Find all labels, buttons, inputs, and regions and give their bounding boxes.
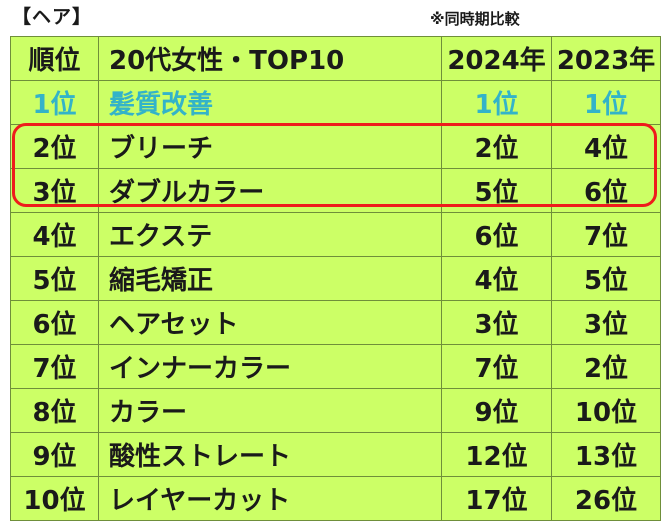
- rank-2023-cell: 1位: [551, 80, 661, 125]
- rank-cell: 4位: [10, 212, 99, 257]
- rank-2024-cell: 3位: [441, 300, 552, 345]
- header-2023: 2023年: [551, 36, 661, 81]
- table-row: 5位 縮毛矯正 4位 5位: [10, 256, 661, 301]
- rank-2023-cell: 10位: [551, 388, 661, 433]
- rank-2023-cell: 13位: [551, 432, 661, 477]
- rank-2023-cell: 7位: [551, 212, 661, 257]
- table-row: 4位 エクステ 6位 7位: [10, 212, 661, 257]
- table-row: 6位 ヘアセット 3位 3位: [10, 300, 661, 345]
- rank-cell: 3位: [10, 168, 99, 213]
- comparison-note: ※同時期比較: [430, 10, 520, 28]
- table-row: 7位 インナーカラー 7位 2位: [10, 344, 661, 389]
- rank-2023-cell: 4位: [551, 124, 661, 169]
- rank-cell: 5位: [10, 256, 99, 301]
- item-cell: ブリーチ: [98, 124, 442, 169]
- item-cell: エクステ: [98, 212, 442, 257]
- section-label: 【ヘア】: [12, 6, 93, 28]
- table-header-row: 順位 20代女性・TOP10 2024年 2023年: [10, 36, 661, 81]
- table-row: 9位 酸性ストレート 12位 13位: [10, 432, 661, 477]
- rank-cell: 7位: [10, 344, 99, 389]
- rank-2024-cell: 4位: [441, 256, 552, 301]
- header-2024: 2024年: [441, 36, 552, 81]
- rank-2024-cell: 12位: [441, 432, 552, 477]
- rank-2023-cell: 6位: [551, 168, 661, 213]
- rank-2024-cell: 2位: [441, 124, 552, 169]
- table-row: 8位 カラー 9位 10位: [10, 388, 661, 433]
- item-cell: インナーカラー: [98, 344, 442, 389]
- table-row: 10位 レイヤーカット 17位 26位: [10, 476, 661, 521]
- rank-cell: 10位: [10, 476, 99, 521]
- item-cell: 縮毛矯正: [98, 256, 442, 301]
- rank-2023-cell: 2位: [551, 344, 661, 389]
- rank-cell: 1位: [10, 80, 99, 125]
- rank-cell: 2位: [10, 124, 99, 169]
- ranking-table: 順位 20代女性・TOP10 2024年 2023年 1位 髪質改善 1位 1位…: [10, 36, 661, 521]
- table-row: 1位 髪質改善 1位 1位: [10, 80, 661, 125]
- item-cell: 酸性ストレート: [98, 432, 442, 477]
- item-cell: ダブルカラー: [98, 168, 442, 213]
- rank-2024-cell: 5位: [441, 168, 552, 213]
- rank-cell: 6位: [10, 300, 99, 345]
- rank-2023-cell: 5位: [551, 256, 661, 301]
- header-rank: 順位: [10, 36, 99, 81]
- rank-cell: 9位: [10, 432, 99, 477]
- rank-2024-cell: 1位: [441, 80, 552, 125]
- rank-2024-cell: 7位: [441, 344, 552, 389]
- header-title: 20代女性・TOP10: [98, 36, 442, 81]
- item-cell: 髪質改善: [98, 80, 442, 125]
- rank-cell: 8位: [10, 388, 99, 433]
- item-cell: レイヤーカット: [98, 476, 442, 521]
- rank-2024-cell: 17位: [441, 476, 552, 521]
- rank-2024-cell: 9位: [441, 388, 552, 433]
- item-cell: ヘアセット: [98, 300, 442, 345]
- rank-2023-cell: 26位: [551, 476, 661, 521]
- item-cell: カラー: [98, 388, 442, 433]
- table-row: 3位 ダブルカラー 5位 6位: [10, 168, 661, 213]
- table-row: 2位 ブリーチ 2位 4位: [10, 124, 661, 169]
- rank-2024-cell: 6位: [441, 212, 552, 257]
- rank-2023-cell: 3位: [551, 300, 661, 345]
